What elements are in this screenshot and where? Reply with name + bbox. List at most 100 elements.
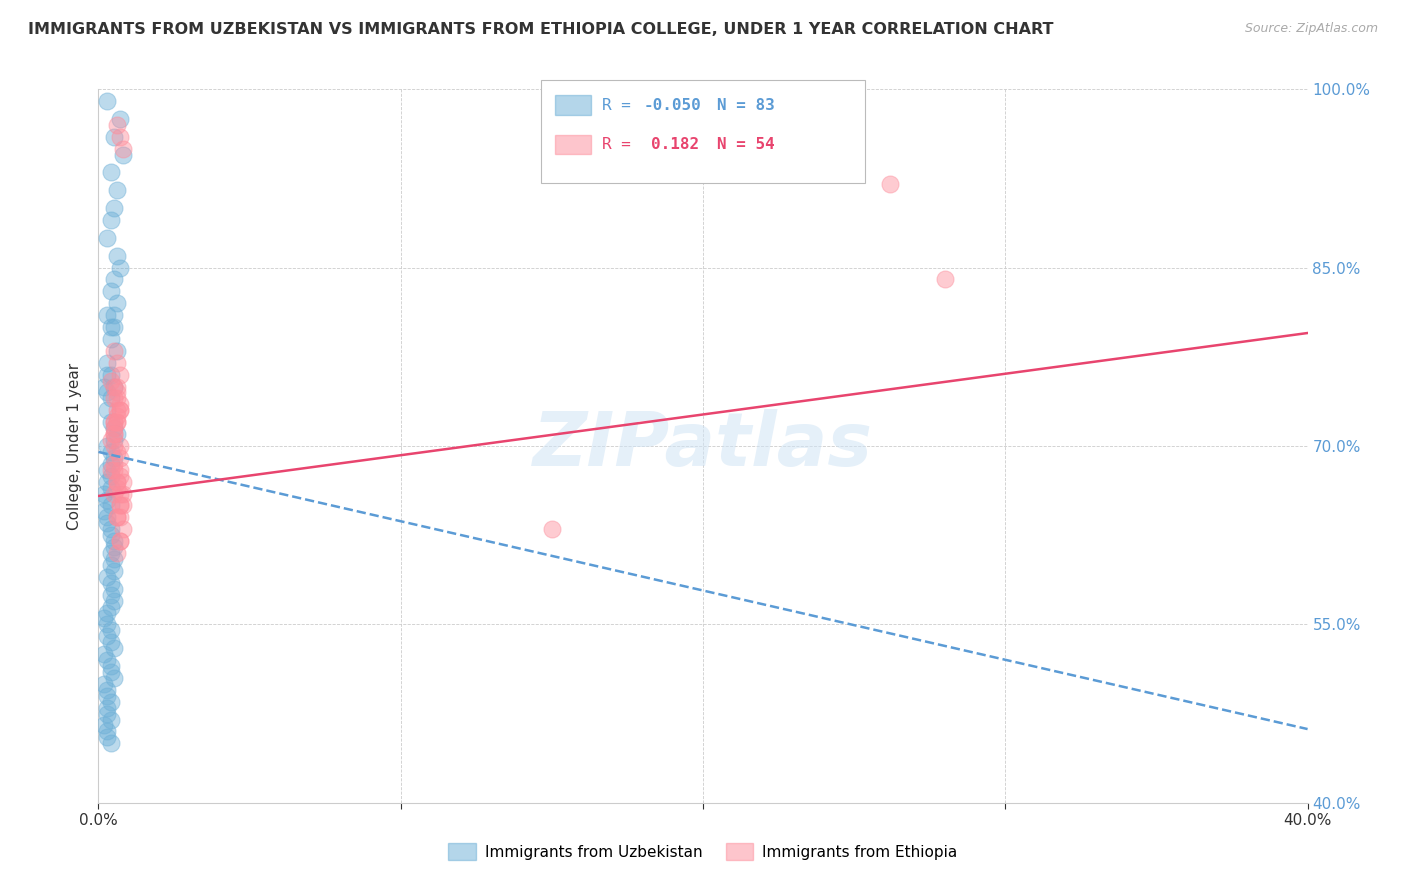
- Text: R =: R =: [602, 98, 640, 112]
- Point: [105, 392, 128, 406]
- Point: [96, 308, 118, 322]
- Point: [105, 415, 128, 429]
- Point: [105, 427, 128, 442]
- Point: [111, 147, 134, 161]
- Point: [96, 606, 118, 620]
- Point: [100, 659, 122, 673]
- Point: [105, 475, 128, 489]
- Point: [96, 356, 118, 370]
- Point: [100, 374, 122, 388]
- Point: [105, 475, 128, 489]
- Point: [103, 582, 125, 596]
- Point: [108, 368, 131, 382]
- Point: [105, 510, 128, 524]
- Point: [105, 118, 128, 132]
- Point: [100, 445, 122, 459]
- Point: [108, 112, 131, 126]
- Point: [103, 392, 125, 406]
- Point: [96, 475, 118, 489]
- Point: [108, 534, 131, 549]
- Point: [103, 421, 125, 435]
- Point: [96, 94, 118, 108]
- Point: [105, 481, 128, 495]
- Point: [93, 718, 115, 732]
- Point: [105, 445, 128, 459]
- Point: [96, 570, 118, 584]
- Point: [96, 403, 118, 417]
- Point: [108, 450, 131, 465]
- Point: [103, 427, 125, 442]
- Point: [100, 575, 122, 590]
- Point: [103, 552, 125, 566]
- Point: [108, 403, 131, 417]
- Point: [103, 415, 125, 429]
- Point: [93, 677, 115, 691]
- Point: [108, 499, 131, 513]
- Point: [103, 439, 125, 453]
- Point: [96, 385, 118, 400]
- Point: [100, 546, 122, 560]
- Point: [96, 368, 118, 382]
- Point: [96, 731, 118, 745]
- Point: [108, 486, 131, 500]
- Point: [100, 415, 122, 429]
- Point: [108, 510, 131, 524]
- Point: [100, 165, 122, 179]
- Point: [108, 260, 131, 275]
- Point: [103, 593, 125, 607]
- Point: [96, 629, 118, 643]
- Point: [100, 463, 122, 477]
- Text: R =: R =: [602, 137, 650, 152]
- Point: [103, 486, 125, 500]
- Point: [105, 409, 128, 424]
- Point: [103, 129, 125, 144]
- Point: [100, 588, 122, 602]
- Text: N = 54: N = 54: [717, 137, 775, 152]
- Point: [105, 183, 128, 197]
- Point: [103, 343, 125, 358]
- Point: [111, 522, 134, 536]
- Point: [103, 540, 125, 554]
- Point: [105, 356, 128, 370]
- Point: [103, 564, 125, 578]
- Point: [100, 624, 122, 638]
- Point: [100, 635, 122, 649]
- Point: [105, 510, 128, 524]
- Point: [100, 468, 122, 483]
- Point: [108, 439, 131, 453]
- Point: [103, 421, 125, 435]
- Point: [103, 463, 125, 477]
- Legend: Immigrants from Uzbekistan, Immigrants from Ethiopia: Immigrants from Uzbekistan, Immigrants f…: [443, 837, 963, 866]
- Point: [93, 486, 115, 500]
- Point: [108, 129, 131, 144]
- Point: [105, 385, 128, 400]
- Point: [100, 599, 122, 614]
- Point: [96, 724, 118, 739]
- Point: [103, 320, 125, 334]
- Point: [100, 433, 122, 447]
- Point: [103, 427, 125, 442]
- Point: [100, 332, 122, 346]
- Point: [108, 499, 131, 513]
- Point: [108, 463, 131, 477]
- Point: [111, 486, 134, 500]
- Point: [96, 510, 118, 524]
- Point: [93, 504, 115, 518]
- Point: [105, 249, 128, 263]
- Point: [96, 682, 118, 697]
- Point: [103, 457, 125, 471]
- Y-axis label: College, Under 1 year: College, Under 1 year: [67, 362, 83, 530]
- Point: [105, 403, 128, 417]
- Point: [103, 379, 125, 393]
- Point: [111, 475, 134, 489]
- Point: [100, 499, 122, 513]
- Point: [100, 528, 122, 542]
- Point: [100, 213, 122, 227]
- Point: [93, 379, 115, 393]
- Point: [96, 463, 118, 477]
- Point: [96, 231, 118, 245]
- Point: [96, 700, 118, 714]
- Point: [540, 522, 562, 536]
- Point: [105, 296, 128, 310]
- Point: [108, 534, 131, 549]
